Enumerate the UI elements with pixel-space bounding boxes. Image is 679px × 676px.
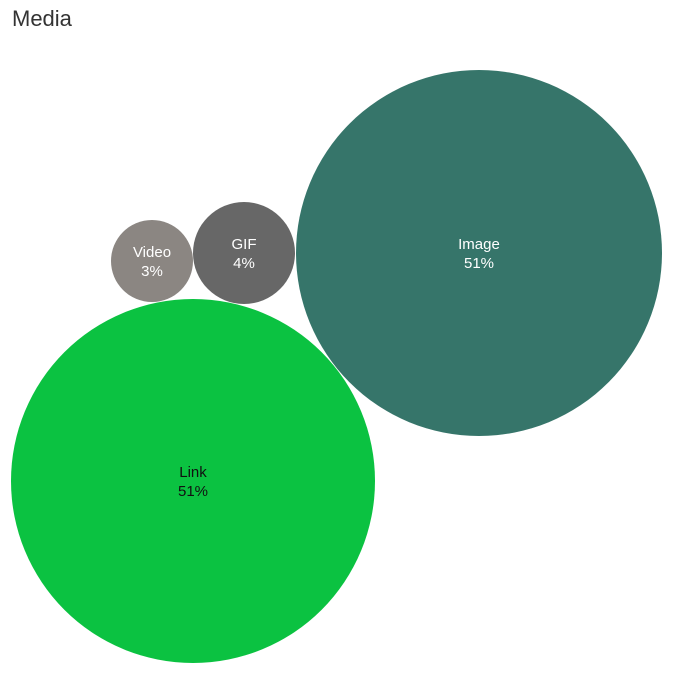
bubble-gif-name-label: GIF (232, 236, 257, 253)
bubble-gif-circle[interactable] (193, 202, 295, 304)
bubble-video[interactable]: Video 3% (111, 220, 193, 302)
bubble-gif[interactable]: GIF 4% (193, 202, 295, 304)
bubble-image-name-label: Image (458, 236, 500, 253)
chart-title: Media (12, 6, 72, 31)
bubble-image-circle[interactable] (296, 70, 662, 436)
bubble-link[interactable]: Link 51% (11, 299, 375, 663)
bubble-link-percent-label: 51% (178, 483, 208, 500)
bubble-image[interactable]: Image 51% (296, 70, 662, 436)
bubble-video-circle[interactable] (111, 220, 193, 302)
bubble-link-name-label: Link (179, 464, 207, 481)
bubble-video-percent-label: 3% (141, 263, 163, 280)
bubble-video-name-label: Video (133, 244, 171, 261)
bubble-image-percent-label: 51% (464, 255, 494, 272)
bubble-gif-percent-label: 4% (233, 255, 255, 272)
bubble-link-circle[interactable] (11, 299, 375, 663)
